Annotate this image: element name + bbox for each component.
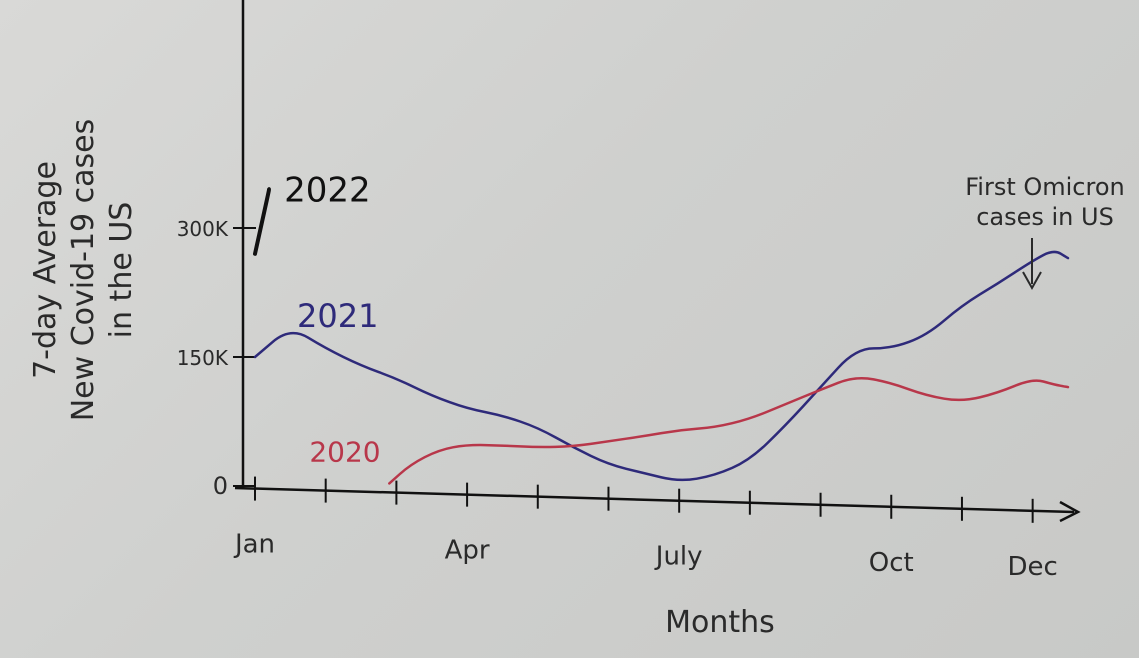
series-line-2022 — [253, 187, 272, 256]
x-tick-label: Apr — [445, 536, 490, 566]
x-ticks: Jan Apr July Oct Dec — [233, 476, 1058, 582]
y-axis-label-line-3: in the US — [104, 202, 139, 339]
x-axis-label: Months — [665, 605, 775, 640]
x-tick-label: Jan — [233, 530, 275, 560]
annotation-line-2: cases in US — [976, 203, 1114, 231]
series-label-2020: 2020 — [309, 435, 380, 468]
y-tick-label: 300K — [177, 217, 229, 241]
x-tick-label: Oct — [869, 548, 914, 578]
series-line-2021 — [253, 250, 1070, 482]
y-axis-label: 7-day Average New Covid-19 cases in the … — [28, 119, 139, 422]
annotation-arrowhead — [1022, 271, 1042, 291]
y-axis-label-line-1: 7-day Average — [28, 161, 63, 379]
series-label-2021: 2021 — [297, 297, 378, 335]
x-tick-label: July — [654, 542, 703, 572]
x-tick-label: Dec — [1007, 552, 1057, 582]
x-axis-line — [234, 486, 1075, 514]
series-line-2020 — [388, 376, 1070, 485]
series-layer: 2021 2020 2022 — [253, 170, 1070, 485]
y-tick-label: 0 — [213, 472, 228, 500]
x-axis-arrowhead — [1059, 500, 1081, 523]
annotation-omicron: First Omicron cases in US — [965, 173, 1125, 291]
series-label-2022: 2022 — [284, 170, 371, 210]
annotation-line-1: First Omicron — [965, 173, 1125, 201]
y-axis-label-line-2: New Covid-19 cases — [66, 119, 101, 422]
y-ticks: 0 150K 300K — [177, 217, 256, 500]
y-tick-label: 150K — [177, 346, 229, 370]
